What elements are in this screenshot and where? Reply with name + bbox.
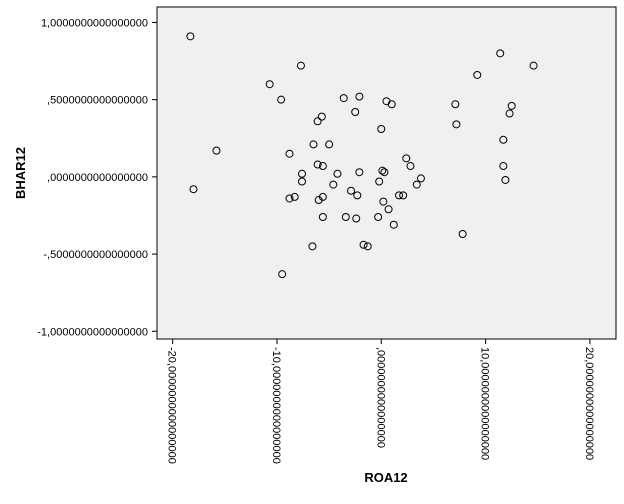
data-points <box>186 32 538 279</box>
data-point <box>406 162 415 171</box>
data-point <box>501 175 510 184</box>
data-point <box>458 229 467 238</box>
plot-area <box>156 6 617 340</box>
data-point <box>380 168 389 177</box>
y-axis: -1,0000000000000000 -,5000000000000000 ,00… <box>37 17 157 338</box>
y-tick-label: -1,0000000000000000 <box>37 326 148 338</box>
data-point <box>285 194 294 203</box>
y-tick-label: 1,0000000000000000 <box>41 17 148 29</box>
data-point <box>285 149 294 158</box>
data-point <box>333 169 342 178</box>
data-point <box>452 120 461 129</box>
data-point <box>212 146 221 155</box>
x-tick-label: 10,0000000000000000 <box>479 347 491 460</box>
data-point <box>379 197 388 206</box>
data-point <box>416 174 425 183</box>
data-point <box>374 213 383 222</box>
x-tick-label: -10,0000000000000000 <box>270 347 282 464</box>
data-point <box>318 192 327 201</box>
data-point <box>341 213 350 222</box>
data-point <box>499 162 508 171</box>
data-point <box>347 186 356 195</box>
data-point <box>329 180 338 189</box>
data-point <box>313 117 322 126</box>
data-point <box>313 160 322 169</box>
x-axis-title: ROA12 <box>364 470 407 485</box>
data-point <box>395 191 404 200</box>
data-point <box>473 70 482 79</box>
data-point <box>412 180 421 189</box>
y-tick-label: ,5000000000000000 <box>47 95 148 107</box>
y-tick-label: ,0000000000000000 <box>47 172 148 184</box>
data-point <box>375 177 384 186</box>
data-point <box>529 61 538 70</box>
data-point <box>298 177 307 186</box>
data-point <box>378 166 387 175</box>
data-point <box>325 140 334 149</box>
data-point <box>318 162 327 171</box>
data-point <box>189 185 198 194</box>
data-point <box>355 92 364 101</box>
data-point <box>186 32 195 41</box>
y-tick-label: -,5000000000000000 <box>43 249 148 261</box>
x-tick-label: 20,0000000000000000 <box>583 347 595 460</box>
data-point <box>278 270 287 279</box>
data-point <box>296 61 305 70</box>
data-point <box>339 94 348 103</box>
data-point <box>277 95 286 104</box>
data-point <box>496 49 505 58</box>
data-point <box>317 112 326 121</box>
data-point <box>499 135 508 144</box>
data-point <box>505 109 514 118</box>
data-point <box>387 100 396 109</box>
data-point <box>355 168 364 177</box>
data-point <box>451 100 460 109</box>
data-point <box>363 242 372 251</box>
data-point <box>265 80 274 89</box>
x-tick-label: -20,0000000000000000 <box>166 347 178 464</box>
data-point <box>359 240 368 249</box>
data-point <box>308 242 317 251</box>
y-axis-title: BHAR12 <box>13 147 28 199</box>
data-point <box>402 154 411 163</box>
data-point <box>309 140 318 149</box>
data-point <box>377 124 386 133</box>
x-tick-label: ,0000000000000000 <box>374 347 386 448</box>
data-point <box>351 108 360 117</box>
data-point <box>507 101 516 110</box>
data-point <box>389 220 398 229</box>
data-point <box>399 191 408 200</box>
data-point <box>384 205 393 214</box>
data-point <box>318 213 327 222</box>
x-axis: -20,0000000000000000 -10,0000000000000000… <box>166 339 595 464</box>
data-point <box>298 169 307 178</box>
data-point <box>290 192 299 201</box>
data-point <box>353 191 362 200</box>
data-point <box>352 214 361 223</box>
